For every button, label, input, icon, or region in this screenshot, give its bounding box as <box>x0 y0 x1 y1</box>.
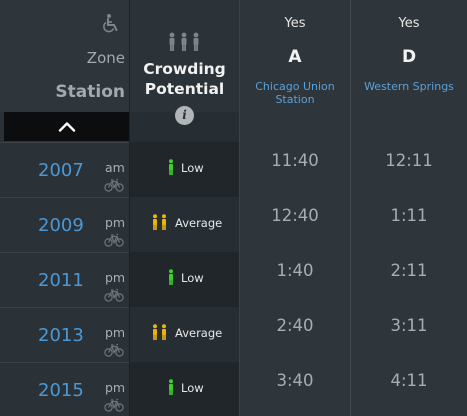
am-pm-label: pm <box>105 380 126 395</box>
crowding-row: Low <box>130 142 239 197</box>
crowding-level-label: Low <box>181 161 204 175</box>
am-pm-label: am <box>105 160 125 175</box>
departure-time: 1:11 <box>390 206 428 225</box>
accessible-value: Yes <box>398 16 420 31</box>
crowding-potential-title: Crowding Potential <box>130 59 239 99</box>
zone-header-label: Zone <box>86 49 125 67</box>
crowding-level-label: Low <box>181 381 204 395</box>
am-pm-label: pm <box>105 270 126 285</box>
crowding-average-icon <box>153 214 166 230</box>
crowding-row: Low <box>130 362 239 416</box>
station-name-line1: Western Springs <box>364 80 454 93</box>
crowding-low-icon <box>169 159 173 175</box>
station-column-a: Yes A Chicago Union Station 11:40 12:40 1:… <box>240 0 351 416</box>
time-cell: 3:40 <box>240 362 350 416</box>
departure-time: 3:40 <box>276 371 314 390</box>
station-name-link[interactable]: Chicago Union Station <box>244 80 346 106</box>
train-row: 2009 pm <box>0 197 129 252</box>
time-cell: 3:11 <box>351 307 467 362</box>
bicycle-icon <box>104 178 124 192</box>
departure-time: 11:40 <box>271 151 319 170</box>
time-cell: 2:11 <box>351 252 467 307</box>
train-row: 2007 am <box>0 142 129 197</box>
accessible-value: Yes <box>284 16 306 31</box>
train-row: 2015 pm <box>0 362 129 416</box>
departure-time: 12:40 <box>271 206 319 225</box>
crowding-title-line1: Crowding <box>143 60 226 78</box>
zone-value: A <box>288 47 302 67</box>
crowding-low-icon <box>169 269 173 285</box>
am-pm-label: pm <box>105 325 126 340</box>
time-cell: 1:11 <box>351 197 467 252</box>
train-number-link[interactable]: 2015 <box>38 380 84 401</box>
zone-value: D <box>401 47 417 67</box>
train-row: 2013 pm <box>0 307 129 362</box>
crowding-title-line2: Potential <box>144 80 225 98</box>
crowding-row: Average <box>130 197 239 252</box>
crowding-row: Average <box>130 307 239 362</box>
departure-time: 12:11 <box>385 151 433 170</box>
station-header-label: Station <box>55 82 125 102</box>
time-cell: 12:11 <box>351 142 467 197</box>
wheelchair-icon <box>103 14 118 33</box>
time-cell: 11:40 <box>240 142 350 197</box>
station-name-line2: Station <box>275 93 315 106</box>
crowding-row: Low <box>130 252 239 307</box>
train-column-header: Zone Station <box>0 0 129 112</box>
time-cell: 12:40 <box>240 197 350 252</box>
crowding-level-label: Low <box>181 271 204 285</box>
bicycle-icon <box>104 398 124 412</box>
crowd-icon <box>169 32 199 51</box>
crowding-column-header: Crowding Potential i <box>130 0 239 125</box>
info-icon[interactable]: i <box>175 106 194 125</box>
time-cell: 1:40 <box>240 252 350 307</box>
bicycle-icon <box>104 343 124 357</box>
am-pm-label: pm <box>105 215 126 230</box>
time-cell: 2:40 <box>240 307 350 362</box>
train-column: Zone Station 2007 am 2009 pm 2011 pm 2013 pm 201… <box>0 0 129 416</box>
train-number-link[interactable]: 2007 <box>38 160 84 181</box>
crowding-low-icon <box>169 379 173 395</box>
departure-time: 2:40 <box>276 316 314 335</box>
train-number-link[interactable]: 2009 <box>38 215 84 236</box>
crowding-column: Crowding Potential i Low Average Low Averag… <box>129 0 240 416</box>
train-number-link[interactable]: 2011 <box>38 270 84 291</box>
crowding-level-label: Average <box>175 326 223 340</box>
bicycle-icon <box>104 233 124 247</box>
departure-time: 2:11 <box>390 261 428 280</box>
crowding-level-label: Average <box>175 216 223 230</box>
departure-time: 4:11 <box>390 371 428 390</box>
chevron-up-icon <box>58 121 75 132</box>
bicycle-icon <box>104 288 124 302</box>
time-cell: 4:11 <box>351 362 467 416</box>
departure-time: 1:40 <box>276 261 314 280</box>
station-column-d: Yes D Western Springs 12:11 1:11 2:11 3:11 4… <box>351 0 467 416</box>
collapse-header-button[interactable] <box>4 112 129 141</box>
crowding-average-icon <box>153 324 166 340</box>
station-name-link[interactable]: Western Springs <box>355 80 463 93</box>
train-row: 2011 pm <box>0 252 129 307</box>
station-name-line1: Chicago Union <box>255 80 335 93</box>
departure-time: 3:11 <box>390 316 428 335</box>
train-number-link[interactable]: 2013 <box>38 325 84 346</box>
